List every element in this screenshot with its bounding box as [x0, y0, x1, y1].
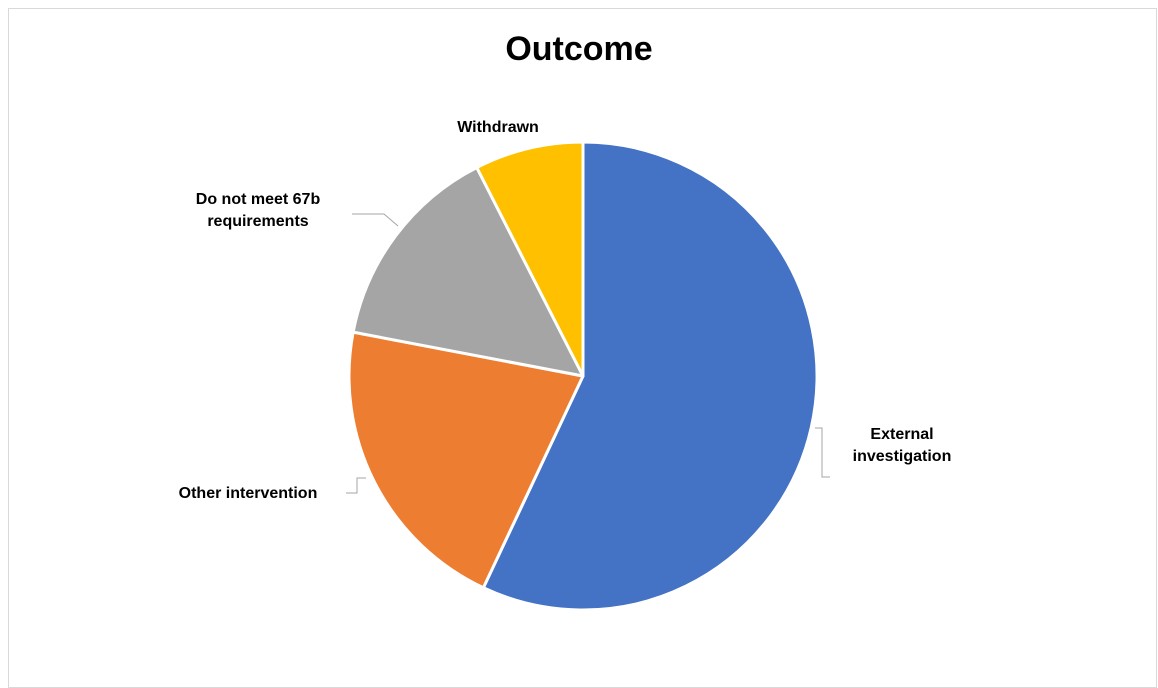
slice-label-3: Do not meet 67b requirements: [196, 191, 321, 230]
slice-label-line: Withdrawn: [457, 119, 539, 136]
leader-lines: [346, 213, 830, 494]
slice-label-4: Withdrawn: [457, 119, 539, 136]
slice-label-1: External investigation: [853, 426, 952, 465]
leader-line-1: [815, 427, 830, 478]
slice-label-2: Other intervention: [179, 485, 318, 502]
pie-chart: External investigation Other intervention D…: [179, 119, 952, 612]
leader-line-2: [346, 477, 366, 494]
slice-label-line: External: [870, 426, 933, 443]
pie-slice-4: [475, 140, 585, 378]
chart-title: Outcome: [505, 30, 653, 68]
slice-labels: External investigation Other intervention D…: [179, 119, 952, 502]
pie-slices: [347, 140, 819, 612]
pie-slice-1: [481, 140, 819, 612]
slice-label-line: investigation: [853, 448, 952, 465]
leader-line-3: [352, 213, 399, 227]
slice-label-line: requirements: [207, 213, 308, 230]
pie-slice-3: [351, 166, 585, 378]
pie-slice-2: [347, 330, 585, 590]
slice-label-line: Do not meet 67b: [196, 191, 321, 208]
slice-label-line: Other intervention: [179, 485, 318, 502]
